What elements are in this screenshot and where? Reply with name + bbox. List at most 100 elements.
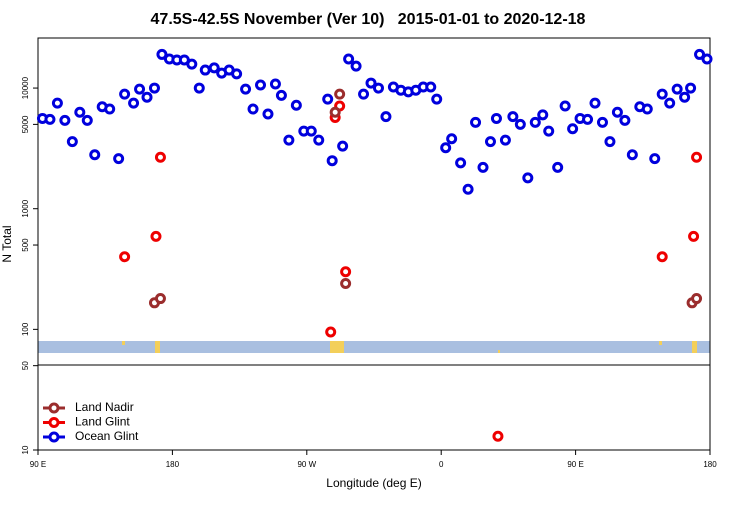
- x-tick-label: 0: [439, 460, 444, 469]
- data-point: [193, 82, 205, 94]
- legend-label: Land Nadir: [75, 400, 134, 414]
- data-point: [626, 149, 638, 161]
- data-point: [691, 293, 703, 305]
- data-point: [150, 230, 162, 242]
- x-axis-label: Longitude (deg E): [326, 476, 421, 490]
- legend-label: Land Glint: [75, 415, 130, 429]
- data-point: [582, 113, 594, 125]
- data-point: [372, 82, 384, 94]
- data-point: [446, 133, 458, 145]
- data-point: [596, 116, 608, 128]
- data-point: [128, 97, 140, 109]
- y-tick-label: 1000: [21, 199, 30, 217]
- data-point: [350, 60, 362, 72]
- data-point: [326, 155, 338, 167]
- data-point: [186, 58, 198, 70]
- data-point: [134, 83, 146, 95]
- data-point: [113, 153, 125, 165]
- data-point: [567, 123, 579, 135]
- data-point: [66, 136, 78, 148]
- data-point: [440, 142, 452, 154]
- x-tick-label: 180: [703, 460, 717, 469]
- data-point: [104, 103, 116, 115]
- data-point: [425, 81, 437, 93]
- data-point: [529, 116, 541, 128]
- data-point: [255, 79, 267, 91]
- data-point: [343, 53, 355, 65]
- y-tick-label: 100: [21, 322, 30, 336]
- data-point: [208, 62, 220, 74]
- y-tick-label: 10: [21, 445, 30, 454]
- data-point: [552, 161, 564, 173]
- y-axis-label: N Total: [0, 225, 14, 262]
- land-strip: [38, 341, 710, 353]
- data-point: [247, 103, 259, 115]
- data-point: [431, 93, 443, 105]
- data-point: [337, 140, 349, 152]
- data-point: [334, 88, 346, 100]
- data-point: [701, 53, 713, 65]
- plot-frame: [37, 37, 711, 451]
- data-point: [340, 266, 352, 278]
- data-point: [240, 83, 252, 95]
- data-point: [559, 100, 571, 112]
- data-point: [455, 157, 467, 169]
- data-point: [537, 109, 549, 121]
- y-tick-label: 10000: [21, 76, 30, 99]
- data-point: [691, 151, 703, 163]
- y-tick-label: 50: [21, 361, 30, 370]
- data-point: [275, 89, 287, 101]
- data-point: [329, 106, 341, 118]
- data-point: [262, 108, 274, 120]
- data-point: [514, 118, 526, 130]
- legend-label: Ocean Glint: [75, 429, 139, 443]
- data-point: [365, 77, 377, 89]
- data-point: [305, 125, 317, 137]
- data-point: [89, 149, 101, 161]
- y-tick-label: 500: [21, 238, 30, 252]
- data-point: [283, 134, 295, 146]
- data-point: [507, 111, 519, 123]
- legend-marker: [48, 402, 60, 414]
- data-point: [611, 106, 623, 118]
- data-point: [490, 112, 502, 124]
- data-point: [154, 293, 166, 305]
- chart-title: 47.5S-42.5S November (Ver 10) 2015-01-01…: [151, 11, 586, 28]
- legend-marker: [48, 417, 60, 428]
- data-point: [688, 230, 700, 242]
- data-point: [322, 93, 334, 105]
- data-point: [543, 125, 555, 137]
- land-strip-marks: [122, 341, 697, 353]
- data-point: [119, 251, 131, 263]
- data-point: [59, 114, 71, 126]
- y-tick-label: 5000: [21, 115, 30, 133]
- data-point: [154, 151, 166, 163]
- data-point: [484, 136, 496, 148]
- legend-marker: [48, 431, 60, 443]
- data-point: [380, 111, 392, 123]
- data-point: [269, 78, 281, 90]
- data-point: [325, 326, 337, 338]
- data-point: [156, 48, 168, 60]
- data-point: [492, 430, 504, 442]
- data-point: [470, 116, 482, 128]
- x-tick-label: 90 W: [297, 460, 316, 469]
- data-point: [619, 114, 631, 126]
- data-point: [148, 82, 160, 94]
- data-point: [51, 97, 63, 109]
- data-point: [694, 48, 706, 60]
- data-point: [199, 64, 211, 76]
- data-point: [604, 136, 616, 148]
- data-point: [44, 113, 56, 125]
- data-point: [477, 161, 489, 173]
- data-point: [664, 97, 676, 109]
- data-point: [499, 134, 511, 146]
- data-point: [340, 277, 352, 289]
- data-point: [81, 114, 93, 126]
- x-tick-label: 90 E: [30, 460, 46, 469]
- data-point: [313, 134, 325, 146]
- data-point: [641, 103, 653, 115]
- data-point: [656, 88, 668, 100]
- data-point: [462, 183, 474, 195]
